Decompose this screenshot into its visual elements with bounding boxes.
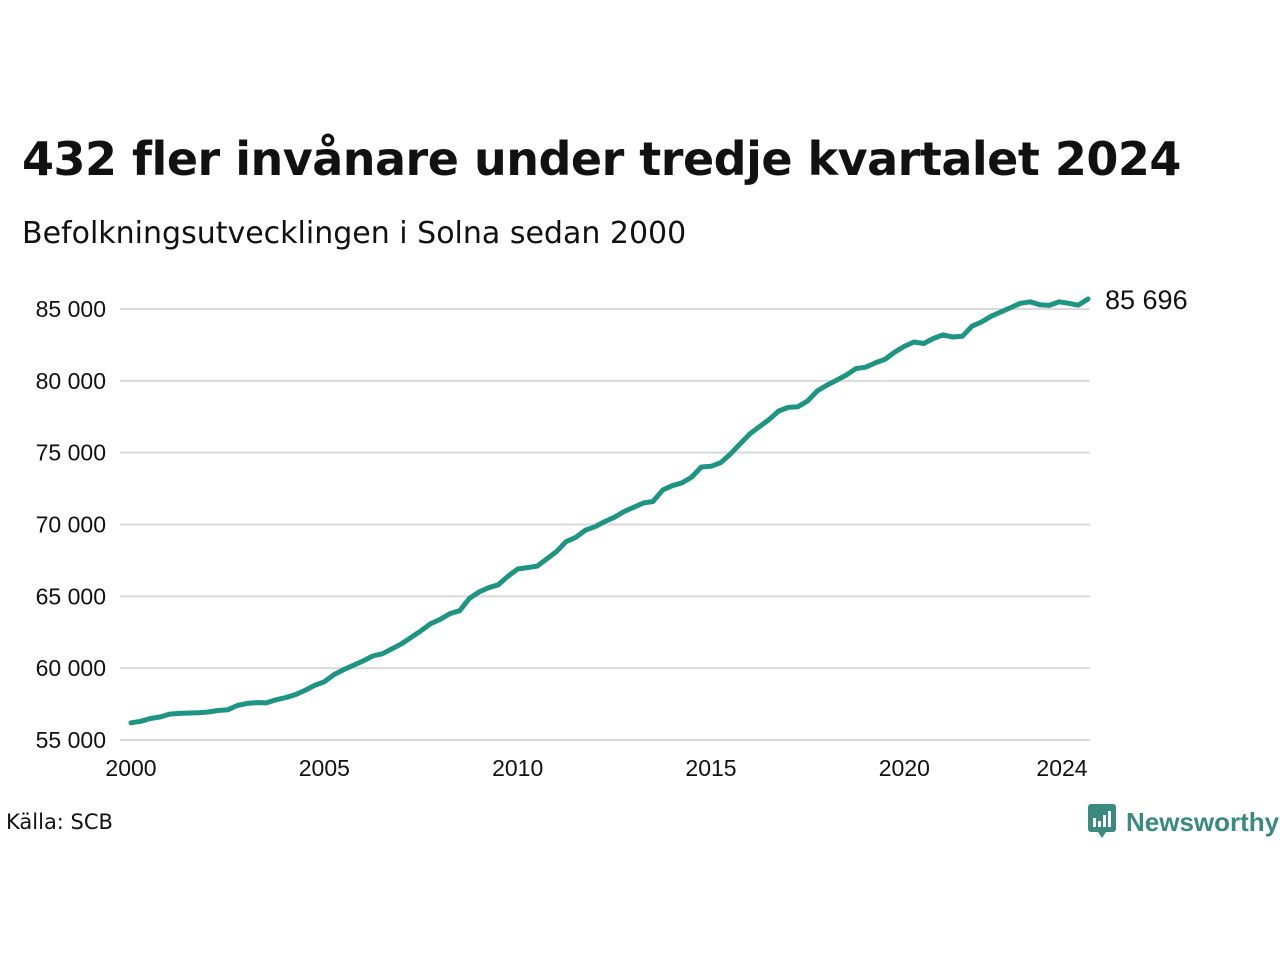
series-layer	[128, 296, 1091, 726]
population-line	[128, 296, 1091, 726]
brand-logo[interactable]: Newsworthy	[1088, 804, 1279, 840]
y-tick-label: 55 000	[36, 727, 106, 753]
y-tick-label: 60 000	[36, 655, 106, 681]
y-tick-label: 85 000	[36, 296, 106, 322]
y-tick-label: 70 000	[36, 512, 106, 538]
brand-name: Newsworthy	[1126, 806, 1280, 837]
chart-subtitle: Befolkningsutvecklingen i Solna sedan 20…	[22, 216, 687, 251]
data-label-layer: 85 696	[1105, 285, 1188, 315]
grid-lines	[120, 308, 1090, 741]
x-tick-label: 2010	[492, 755, 543, 781]
x-tick-label: 2015	[685, 755, 736, 781]
x-axis-tick-labels: 2000 2005 2010 2015 2020 2024	[105, 755, 1087, 781]
x-tick-label: 2000	[105, 755, 156, 781]
y-tick-label: 75 000	[36, 440, 106, 466]
source-note: Källa: SCB	[6, 810, 113, 834]
y-tick-label: 65 000	[36, 583, 106, 609]
x-tick-label: 2024	[1036, 755, 1087, 781]
x-tick-label: 2005	[299, 755, 350, 781]
newsworthy-logo-icon	[1088, 804, 1116, 838]
chart-title: 432 fler invånare under tredje kvartalet…	[22, 132, 1181, 186]
last-value-label: 85 696	[1105, 285, 1188, 315]
x-tick-label: 2020	[879, 755, 930, 781]
y-tick-label: 80 000	[36, 368, 106, 394]
y-axis-tick-labels: 55 000 60 000 65 000 70 000 75 000 80 000 85 0…	[36, 296, 106, 753]
